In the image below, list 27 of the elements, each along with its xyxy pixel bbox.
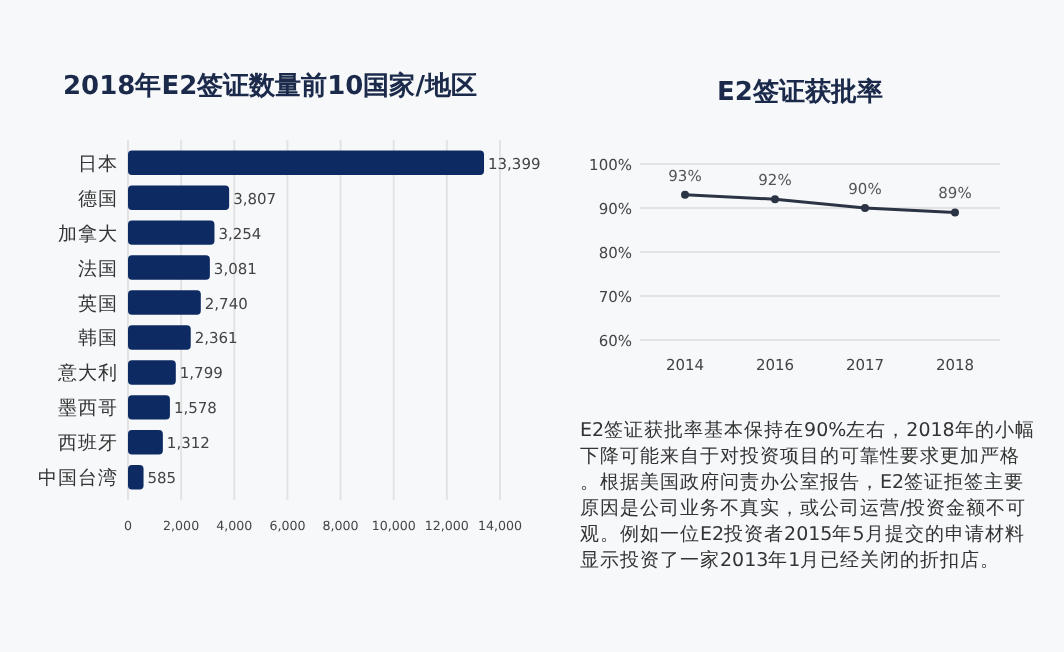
point — [771, 195, 779, 204]
bar — [128, 255, 210, 280]
bar — [128, 150, 485, 175]
y-tick-label: 墨西哥 — [58, 398, 118, 421]
y-tick-label: 德国 — [78, 188, 118, 211]
point — [951, 208, 959, 217]
bar — [128, 220, 215, 245]
y-tick-label: 意大利 — [56, 361, 118, 386]
y-tick-label: 西班牙 — [58, 431, 118, 456]
bar — [128, 430, 163, 455]
point — [861, 204, 869, 212]
text: E2签证获批率基本保持在90%左右，2018年的小幅下降可能来自于对投资项目的可靠性要求更加严格。根据美国政府问责办公室报告，E2签证拒签主要原因是公司业务不真实，或公司运营/投资金额不可观。例如一位E2投资者2015年5月提交的申请材料显示投资了一家2013年1月已经关闭的折扣店。 — [580, 418, 1035, 572]
y-tick-label: 日本 — [78, 151, 118, 176]
y-tick-label: 法国 — [78, 256, 118, 281]
chart-title: E2签证获批率 — [717, 76, 883, 108]
bar — [128, 360, 176, 385]
bar — [128, 185, 230, 210]
bar — [128, 290, 201, 315]
bar — [128, 465, 144, 490]
y-tick-label: 中国台湾 — [38, 466, 118, 491]
y-tick-label: 英国 — [78, 291, 118, 316]
y-tick-label: 韩国 — [78, 326, 118, 351]
bar — [128, 395, 170, 420]
bar — [128, 325, 191, 350]
y-tick-label: 加拿大 — [58, 221, 118, 246]
point — [681, 190, 689, 199]
chart-title: 2018年E2签证数量前10国家/地区 — [63, 70, 477, 102]
